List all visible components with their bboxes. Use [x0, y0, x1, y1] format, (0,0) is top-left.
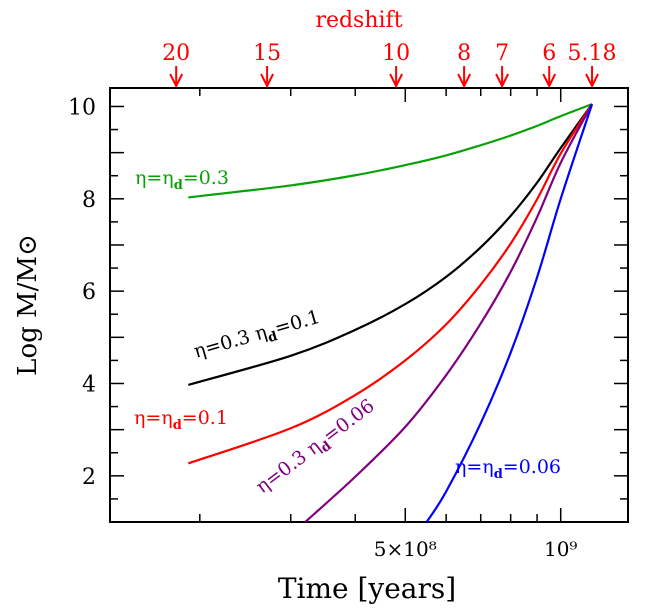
- y-tick-label: 10: [68, 95, 96, 120]
- redshift-axis-label: redshift: [315, 8, 402, 33]
- series-label: η=ηd=0.3: [135, 167, 229, 193]
- x-tick-label: 10⁹: [544, 537, 577, 561]
- series-label: η=0.3 ηd=0.1: [191, 306, 323, 367]
- redshift-arrow-head: [260, 73, 274, 89]
- redshift-arrow-head: [389, 73, 404, 89]
- series-line: [188, 103, 593, 199]
- series-label: η=ηd=0.1: [134, 407, 228, 433]
- redshift-tick-label: 6: [542, 41, 556, 66]
- series-line: [187, 103, 593, 465]
- series-label: η=ηd=0.06: [455, 456, 561, 482]
- redshift-arrow-head: [495, 73, 509, 89]
- redshift-tick-label: 5.18: [568, 41, 617, 66]
- plot-frame: [109, 87, 629, 523]
- y-axis-label: Log M/M⊙: [13, 234, 43, 376]
- series-line: [188, 103, 593, 386]
- redshift-tick-label: 10: [382, 41, 410, 66]
- series-line: [425, 103, 594, 522]
- x-axis-label: Time [years]: [278, 572, 456, 605]
- redshift-arrow-head: [542, 73, 557, 89]
- series-line: [304, 103, 594, 522]
- redshift-tick-label: 15: [253, 41, 281, 66]
- redshift-arrow-head: [585, 73, 599, 89]
- redshift-tick-label: 8: [457, 41, 471, 66]
- y-tick-label: 6: [82, 280, 96, 305]
- y-tick-label: 8: [82, 188, 96, 213]
- y-tick-label: 4: [82, 372, 96, 397]
- series-label: η=0.3 ηd=0.06: [252, 395, 381, 501]
- redshift-arrow-head: [457, 73, 471, 89]
- x-tick-label: 5×10⁸: [374, 537, 437, 561]
- redshift-tick-label: 20: [162, 41, 190, 66]
- redshift-arrow-head: [169, 73, 184, 89]
- redshift-tick-label: 7: [495, 41, 509, 66]
- y-tick-label: 2: [82, 465, 96, 490]
